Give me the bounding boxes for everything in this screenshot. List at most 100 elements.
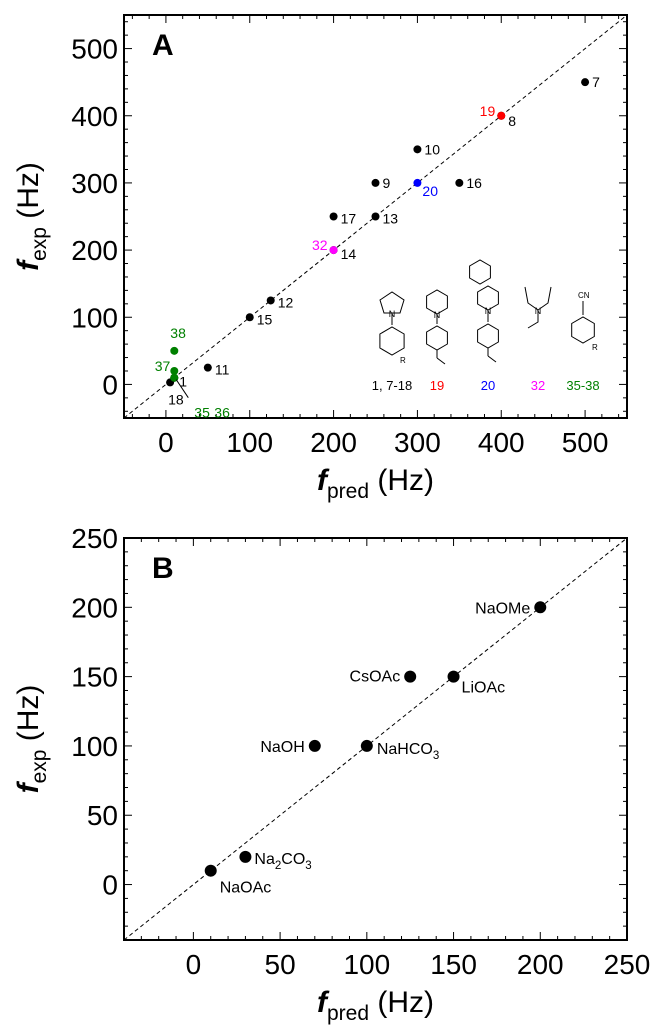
data-label: 20	[422, 183, 438, 199]
structure-label: 1, 7-18	[372, 378, 412, 393]
plot-frame	[123, 537, 628, 941]
data-label: 12	[278, 294, 294, 310]
pyrrolidine-ring	[379, 291, 405, 314]
y-tick-label: 400	[71, 101, 118, 132]
data-point	[404, 670, 417, 683]
x-tick-label: 250	[604, 949, 651, 980]
data-point	[266, 296, 275, 305]
x-tick-label: 100	[226, 427, 273, 458]
plot-frame	[123, 14, 628, 419]
data-point	[170, 366, 179, 375]
benzene-ring	[477, 323, 499, 349]
substituent-label: R	[400, 356, 406, 365]
ethyl-bond	[527, 310, 539, 329]
data-point	[447, 670, 460, 683]
x-tick-label: 300	[394, 427, 441, 458]
ethyl-bond	[537, 286, 552, 311]
data-point	[204, 864, 217, 877]
data-point	[329, 212, 338, 221]
data-label: 7	[592, 74, 600, 90]
data-label: 14	[341, 246, 357, 262]
y-tick-label: 100	[71, 731, 118, 762]
x-tick-label: 400	[478, 427, 525, 458]
benzene-ring	[379, 326, 405, 356]
structure-label: 32	[531, 378, 545, 393]
cyano-label: CN	[578, 291, 590, 300]
benzene-ring	[469, 259, 491, 285]
data-label: CsOAc	[350, 669, 401, 686]
nitrogen-label: N	[389, 309, 396, 319]
structure-label: 20	[481, 378, 495, 393]
data-label: 16	[466, 175, 482, 191]
substituent-label: R	[592, 343, 598, 352]
y-tick-label: 250	[71, 523, 118, 554]
y-axis-label: fexp (Hz)	[12, 685, 51, 794]
benzene-ring	[571, 316, 595, 344]
ethyl-bond	[524, 286, 539, 311]
y-tick-label: 150	[71, 662, 118, 693]
data-label: 1	[179, 374, 187, 390]
data-label: 38	[170, 325, 186, 341]
data-point	[329, 246, 338, 255]
x-tick-label: 0	[158, 427, 174, 458]
x-tick-label: 100	[343, 949, 390, 980]
chart-panel-B: 0 50 100 150 200 250 0 50 100 150 200 250 fpred (Hz)…	[12, 523, 650, 1025]
y-tick-label: 50	[87, 800, 118, 831]
data-label: 17	[341, 211, 357, 227]
data-point	[371, 178, 380, 187]
x-tick-label: 200	[310, 427, 357, 458]
y-tick-label: 200	[71, 592, 118, 623]
data-label: 9	[383, 175, 391, 191]
data-point	[308, 739, 321, 752]
methoxy-bond	[436, 357, 446, 365]
data-point	[245, 313, 254, 322]
x-tick-label: 150	[430, 949, 477, 980]
structure-label: 35-38	[566, 378, 599, 393]
structure-label: 19	[430, 378, 444, 393]
panel-label: B	[152, 552, 174, 585]
x-axis-label: fpred (Hz)	[317, 464, 434, 503]
data-point	[360, 739, 373, 752]
data-label: NaHCO3	[377, 741, 439, 762]
y-tick-label: 300	[71, 168, 118, 199]
data-point	[581, 78, 590, 87]
structure-legend: 1, 7-18 19 20 32 35-38 R N CN R N N N	[372, 259, 600, 393]
data-label: LiOAc	[462, 680, 506, 697]
x-tick-label: 0	[186, 949, 202, 980]
reference-line	[123, 537, 628, 941]
y-tick-label: 200	[71, 235, 118, 266]
x-tick-label: 200	[517, 949, 564, 980]
data-point	[239, 850, 252, 863]
data-point	[455, 178, 464, 187]
data-point	[203, 363, 212, 372]
data-label: 11	[215, 362, 230, 378]
data-label: 8	[508, 113, 516, 129]
data-point	[534, 601, 547, 614]
x-tick-label: 50	[265, 949, 296, 980]
data-point	[413, 178, 422, 187]
data-point	[413, 145, 422, 154]
nitrogen-label: N	[434, 310, 441, 320]
data-label: NaOH	[260, 739, 304, 756]
data-label: 35	[194, 405, 210, 421]
data-label: 37	[155, 358, 171, 374]
y-axis-label: fexp (Hz)	[12, 162, 51, 271]
data-label: 13	[383, 211, 399, 227]
y-tick-label: 0	[102, 870, 118, 901]
panel-label: A	[152, 29, 174, 62]
y-tick-label: 0	[102, 369, 118, 400]
data-label: 15	[257, 311, 273, 327]
nitrogen-label: N	[535, 306, 542, 316]
chart-panel-A: 0 100 200 300 400 500 0 100 200 300 400 500 fpred (H…	[12, 14, 628, 503]
data-point	[497, 111, 506, 120]
methoxy-bond	[487, 355, 497, 363]
data-label: NaOMe	[475, 600, 530, 617]
nitrogen-label: N	[485, 306, 492, 316]
x-tick-label: 500	[562, 427, 609, 458]
data-label: 32	[312, 237, 328, 253]
y-tick-label: 500	[71, 34, 118, 65]
data-label: NaOAc	[220, 880, 272, 897]
data-point	[371, 212, 380, 221]
data-label: 19	[480, 103, 496, 119]
